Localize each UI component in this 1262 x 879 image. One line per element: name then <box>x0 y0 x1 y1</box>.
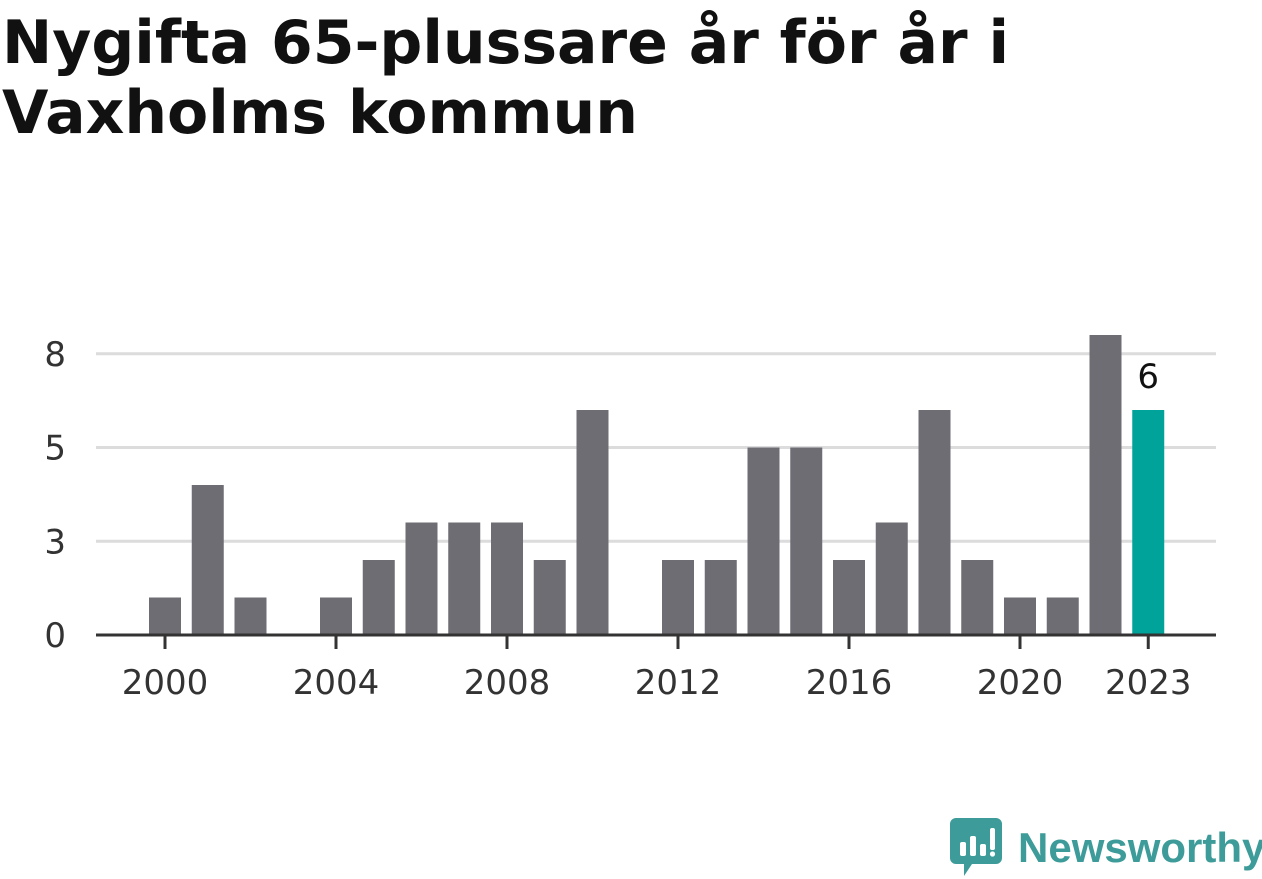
bar-2019 <box>961 560 994 635</box>
bar-2009 <box>533 560 566 635</box>
bar-2023 <box>1132 410 1165 635</box>
bar-2016 <box>833 560 865 635</box>
bar-2000 <box>149 597 181 635</box>
x-tick-label: 2012 <box>635 663 722 703</box>
bar-2013 <box>704 560 737 635</box>
bar-2006 <box>405 522 438 635</box>
y-tick-label: 8 <box>44 335 66 375</box>
bar-2012 <box>662 560 694 635</box>
x-tick-label: 2004 <box>293 663 380 703</box>
bar-2007 <box>448 522 481 635</box>
x-axis-labels: 2000 2004 2008 2012 2016 2020 2023 <box>122 663 1192 703</box>
y-tick-label: 5 <box>44 429 66 469</box>
bar-2010 <box>576 410 609 635</box>
newsworthy-logo: Newsworthy <box>950 818 1262 878</box>
bars <box>149 335 1165 635</box>
data-label-2023: 6 <box>1137 357 1159 397</box>
x-tick-label: 2020 <box>977 663 1064 703</box>
bar-2020 <box>1004 597 1036 635</box>
bar-2002 <box>234 597 267 635</box>
bar-2008 <box>491 522 523 635</box>
bar-2015 <box>790 447 823 635</box>
bar-2014 <box>747 447 780 635</box>
y-tick-label: 3 <box>44 522 66 562</box>
newsworthy-logo-icon <box>950 818 1002 876</box>
gridlines <box>96 352 1216 543</box>
y-tick-label: 0 <box>44 616 66 656</box>
bar-2017 <box>875 522 908 635</box>
bar-2001 <box>191 485 224 635</box>
x-tick-label: 2023 <box>1105 663 1192 703</box>
x-tick-label: 2008 <box>464 663 551 703</box>
x-tick-label: 2000 <box>122 663 209 703</box>
chart-title: Nygifta 65-plussare år för år i Vaxholms… <box>2 8 1010 148</box>
x-axis <box>96 633 1216 649</box>
bar-2004 <box>320 597 352 635</box>
bar-2005 <box>362 560 395 635</box>
bar-2021 <box>1046 597 1079 635</box>
data-labels: 6 <box>1137 357 1159 397</box>
brand-name: Newsworthy <box>1018 824 1262 871</box>
bar-2018 <box>918 410 951 635</box>
bar-2022 <box>1089 335 1122 635</box>
x-tick-label: 2016 <box>806 663 893 703</box>
y-axis-labels: 0 3 5 8 <box>44 335 66 656</box>
